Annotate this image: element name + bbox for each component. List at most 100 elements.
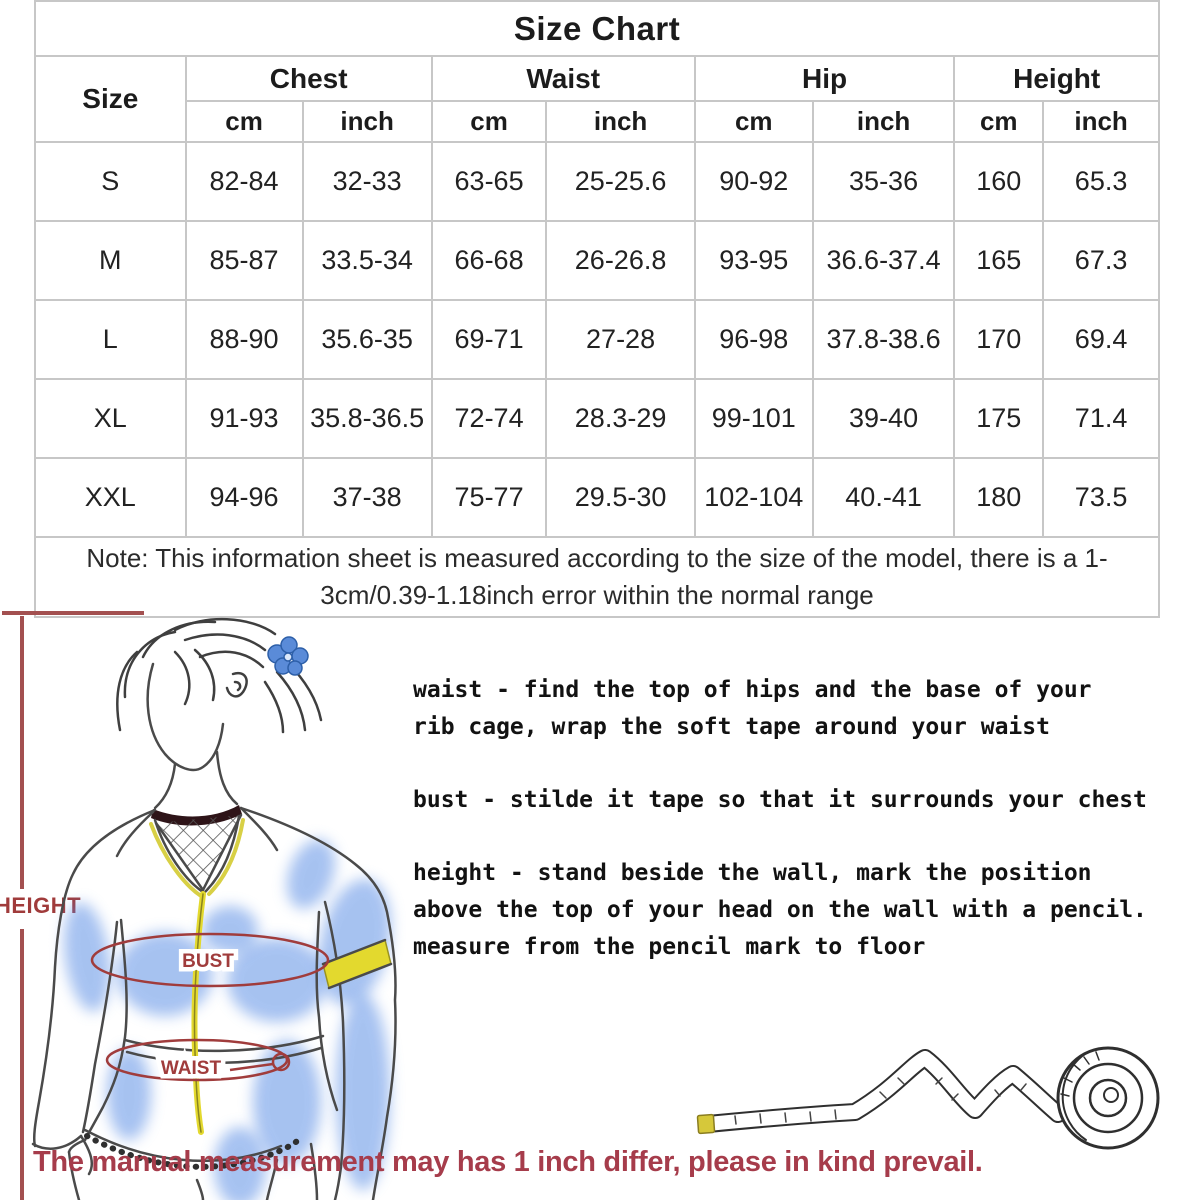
woman-measurement-illustration: BUST WAIST xyxy=(31,617,397,1200)
column-header-size: Size xyxy=(34,55,187,143)
hip-cm-cell: 90-92 xyxy=(693,141,814,222)
table-row-xl: XL 91-93 35.8-36.5 72-74 28.3-29 99-101 … xyxy=(34,378,1160,459)
table-row-l: L 88-90 35.6-35 69-71 27-28 96-98 37.8-3… xyxy=(34,299,1160,380)
hip-inch-cell: 36.6-37.4 xyxy=(811,220,956,301)
column-header-chest: Chest xyxy=(184,55,433,102)
height-measure-label: HEIGHT xyxy=(0,893,82,918)
chest-cm-cell: 82-84 xyxy=(184,141,304,222)
table-row-s: S 82-84 32-33 63-65 25-25.6 90-92 35-36 … xyxy=(34,141,1160,222)
hip-inch-cell: 35-36 xyxy=(811,141,956,222)
table-row-m: M 85-87 33.5-34 66-68 26-26.8 93-95 36.6… xyxy=(34,220,1160,301)
bust-measure-label: BUST xyxy=(182,951,234,972)
jacket-blue-shading xyxy=(63,839,391,1200)
unit-header-cm: cm xyxy=(693,100,814,143)
instruction-line: height - stand beside the wall, mark the… xyxy=(413,860,1092,886)
studded-waistband xyxy=(84,1133,306,1170)
height-cm-cell: 175 xyxy=(953,378,1045,459)
height-instruction: height - stand beside the wall, mark the… xyxy=(413,855,1183,966)
chest-cm-cell: 94-96 xyxy=(184,457,304,538)
height-ruler-vertical-line-lower xyxy=(20,929,24,1200)
waist-inch-cell: 26-26.8 xyxy=(545,220,696,301)
unit-header-inch: inch xyxy=(1042,100,1160,143)
hip-cm-cell: 99-101 xyxy=(693,378,814,459)
instruction-line: rib cage, wrap the soft tape around your… xyxy=(413,714,1050,740)
hip-cm-cell: 102-104 xyxy=(693,457,814,538)
size-cell: M xyxy=(34,220,187,301)
size-cell: S xyxy=(34,141,187,222)
chest-cm-cell: 91-93 xyxy=(184,378,304,459)
unit-header-cm: cm xyxy=(953,100,1045,143)
instruction-line: waist - find the top of hips and the bas… xyxy=(413,677,1092,703)
chest-inch-cell: 32-33 xyxy=(301,141,433,222)
hair-sketch xyxy=(116,617,323,734)
waist-measure-label: WAIST xyxy=(161,1058,222,1079)
height-ruler-vertical-line-upper xyxy=(20,616,24,889)
height-cm-cell: 165 xyxy=(953,220,1045,301)
chest-inch-cell: 33.5-34 xyxy=(301,220,433,301)
hip-inch-cell: 40.-41 xyxy=(811,457,956,538)
table-row-xxl: XXL 94-96 37-38 75-77 29.5-30 102-104 40… xyxy=(34,457,1160,538)
waist-cm-cell: 72-74 xyxy=(430,378,548,459)
instruction-line: bust - stilde it tape so that it surroun… xyxy=(413,787,1147,813)
chest-inch-cell: 35.6-35 xyxy=(301,299,433,380)
note-line-2: 3cm/0.39-1.18inch error within the norma… xyxy=(320,580,874,610)
measurement-instructions: waist - find the top of hips and the bas… xyxy=(413,672,1183,1002)
height-inch-cell: 69.4 xyxy=(1042,299,1160,380)
page-title: Size Chart xyxy=(34,0,1160,57)
face-and-neck-sketch xyxy=(146,662,239,810)
unit-header-cm: cm xyxy=(430,100,548,143)
height-ruler-top-line xyxy=(2,611,144,615)
waist-inch-cell: 25-25.6 xyxy=(545,141,696,222)
unit-header-inch: inch xyxy=(811,100,956,143)
table-note: Note: This information sheet is measured… xyxy=(34,536,1160,618)
tape-end-tab xyxy=(696,1113,716,1135)
waist-cm-cell: 63-65 xyxy=(430,141,548,222)
instruction-line: measure from the pencil mark to floor xyxy=(413,934,926,960)
waist-cm-cell: 75-77 xyxy=(430,457,548,538)
size-cell: L xyxy=(34,299,187,380)
chest-cm-cell: 88-90 xyxy=(184,299,304,380)
waist-inch-cell: 27-28 xyxy=(545,299,696,380)
column-header-height: Height xyxy=(953,55,1160,102)
waist-inch-cell: 29.5-30 xyxy=(545,457,696,538)
measuring-tape-illustration xyxy=(696,1046,1160,1150)
waist-instruction: waist - find the top of hips and the bas… xyxy=(413,672,1183,746)
size-cell: XXL xyxy=(34,457,187,538)
manual-measurement-disclaimer: The manual measurement may has 1 inch di… xyxy=(33,1146,983,1178)
height-cm-cell: 170 xyxy=(953,299,1045,380)
height-cm-cell: 160 xyxy=(953,141,1045,222)
hip-cm-cell: 93-95 xyxy=(693,220,814,301)
size-chart-table: Size Chart Size Chest Waist Hip Height c… xyxy=(34,0,1160,618)
height-inch-cell: 67.3 xyxy=(1042,220,1160,301)
waist-cm-cell: 69-71 xyxy=(430,299,548,380)
height-inch-cell: 71.4 xyxy=(1042,378,1160,459)
height-cm-cell: 180 xyxy=(953,457,1045,538)
size-cell: XL xyxy=(34,378,187,459)
hip-cm-cell: 96-98 xyxy=(693,299,814,380)
tape-roll xyxy=(1056,1046,1160,1150)
jacket-outline-sketch xyxy=(31,806,397,1200)
hip-inch-cell: 39-40 xyxy=(811,378,956,459)
instruction-line: above the top of your head on the wall w… xyxy=(413,897,1147,923)
legs-sketch xyxy=(67,1138,319,1200)
column-header-waist: Waist xyxy=(430,55,696,102)
chest-cm-cell: 85-87 xyxy=(184,220,304,301)
hair-flower xyxy=(267,636,309,676)
waist-cm-cell: 66-68 xyxy=(430,220,548,301)
fishnet-collar xyxy=(154,813,243,892)
height-inch-cell: 73.5 xyxy=(1042,457,1160,538)
bust-instruction: bust - stilde it tape so that it surroun… xyxy=(413,782,1183,819)
unit-header-inch: inch xyxy=(301,100,433,143)
unit-header-cm: cm xyxy=(184,100,304,143)
waist-inch-cell: 28.3-29 xyxy=(545,378,696,459)
tape-tick-marks xyxy=(734,1077,1027,1125)
sleeve-armband xyxy=(321,938,393,990)
hip-inch-cell: 37.8-38.6 xyxy=(811,299,956,380)
chest-inch-cell: 37-38 xyxy=(301,457,433,538)
height-inch-cell: 65.3 xyxy=(1042,141,1160,222)
note-line-1: Note: This information sheet is measured… xyxy=(86,543,1108,573)
chest-inch-cell: 35.8-36.5 xyxy=(301,378,433,459)
unit-header-inch: inch xyxy=(545,100,696,143)
column-header-hip: Hip xyxy=(693,55,956,102)
